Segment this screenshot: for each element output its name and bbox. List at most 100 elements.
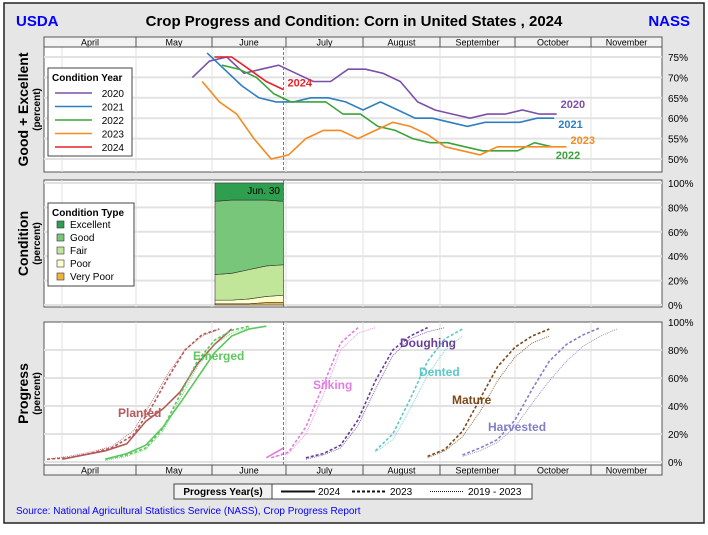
nass-label: NASS	[648, 13, 690, 30]
condition-type-ylabel-sub: (percent)	[32, 222, 43, 265]
line-2023-Emerged	[105, 325, 250, 460]
condition-type-ytick-label: 80%	[668, 203, 688, 214]
stage-label-doughing: Doughing	[400, 336, 456, 350]
end-label-2023: 2023	[570, 135, 594, 147]
condition-year-ytick-label: 55%	[668, 135, 688, 146]
legend-label: 2023	[390, 487, 413, 498]
condition-year-legend	[47, 67, 133, 157]
condition-type-ytick-label: 20%	[668, 277, 688, 288]
top-month-label: May	[165, 38, 183, 48]
line-2022	[221, 64, 552, 152]
legend-label-2021: 2021	[102, 103, 125, 114]
bottom-month-label: October	[537, 466, 569, 476]
bottom-month-label: November	[606, 466, 648, 476]
stage-label-planted: Planted	[118, 406, 161, 420]
stage-label-emerged: Emerged	[193, 349, 244, 363]
line-2024-Planted	[62, 328, 233, 460]
end-label-2021: 2021	[558, 119, 582, 131]
legend-label-2023: 2023	[102, 130, 125, 141]
avg-line-Silking	[271, 327, 376, 459]
bottom-month-label: August	[387, 466, 416, 476]
top-month-label: November	[606, 38, 648, 48]
end-label-2024: 2024	[288, 78, 313, 90]
legend-label-Very Poor: Very Poor	[70, 272, 115, 283]
line-2023-Mature	[427, 328, 550, 458]
progress-ylabel-sub: (percent)	[32, 372, 43, 415]
condition-type-ylabel: Condition	[15, 211, 31, 276]
legend-swatch-Good	[56, 233, 65, 242]
condition-type-plot-area	[43, 179, 663, 308]
legend-title: Condition Year	[52, 73, 122, 84]
condition-year-ylabel-sub: (percent)	[32, 88, 43, 131]
avg-line-Harvested	[462, 328, 618, 457]
bottom-month-label: May	[165, 466, 183, 476]
progress-ytick-label: 20%	[668, 430, 688, 441]
legend-title-cell	[173, 483, 273, 500]
line-2023	[201, 80, 567, 160]
usda-label: USDA	[16, 13, 59, 30]
condition-year-plot-area	[43, 46, 663, 173]
condition-year-ytick-label: 75%	[668, 53, 688, 64]
avg-line-Mature	[427, 335, 550, 459]
stage-label-silking: Silking	[313, 378, 352, 392]
condition-type-legend	[47, 202, 135, 287]
end-label-2022: 2022	[556, 150, 580, 162]
line-2023-Harvested	[462, 326, 601, 456]
line-2024	[214, 56, 284, 91]
line-2024-Silking	[265, 447, 284, 459]
condition-year-ylabel: Good + Excellent	[15, 52, 31, 166]
avg-line-Emerged	[105, 327, 250, 462]
condition-type-ytick-label: 0%	[668, 301, 683, 312]
progress-ytick-label: 80%	[668, 346, 688, 357]
legend-label-Good: Good	[70, 233, 94, 244]
condition-year-ytick-label: 70%	[668, 73, 688, 84]
legend-title: Condition Type	[52, 208, 124, 219]
progress-plot-area	[43, 321, 663, 466]
progress-ytick-label: 0%	[668, 458, 683, 469]
legend-label: 2019 - 2023	[468, 487, 522, 498]
legend-label-Poor: Poor	[70, 259, 92, 270]
legend-label-Excellent: Excellent	[70, 220, 111, 231]
top-month-label: October	[537, 38, 569, 48]
progress-ylabel: Progress	[15, 363, 31, 424]
legend-swatch-Fair	[56, 246, 65, 255]
end-label-2020: 2020	[561, 99, 585, 111]
condition-year-ytick-label: 50%	[668, 155, 688, 166]
progress-ytick-label: 40%	[668, 402, 688, 413]
condition-type-ytick-label: 60%	[668, 228, 688, 239]
legend-swatch-Poor	[56, 259, 65, 268]
progress-ytick-label: 100%	[668, 318, 694, 329]
legend-label-2024: 2024	[102, 143, 125, 154]
date-label: Jun. 30	[247, 186, 280, 197]
bottom-month-cell	[590, 464, 663, 476]
legend-swatch-Very Poor	[56, 272, 65, 281]
bottom-month-label: September	[455, 466, 499, 476]
legend-title: Progress Year(s)	[183, 487, 262, 498]
legend-label-2020: 2020	[102, 89, 125, 100]
condition-type-ytick-label: 40%	[668, 252, 688, 263]
legend-label-Fair: Fair	[70, 246, 88, 257]
top-month-label: September	[455, 38, 499, 48]
line-2023-Silking	[270, 327, 359, 459]
line-2023-Dented	[374, 328, 463, 452]
legend-label: 2024	[318, 487, 341, 498]
top-month-cell	[590, 36, 663, 48]
progress-ytick-label: 60%	[668, 374, 688, 385]
avg-line-Planted	[47, 328, 220, 460]
condition-type-ytick-label: 100%	[668, 179, 694, 190]
source-note: Source: National Agricultural Statistics…	[16, 506, 361, 517]
chart-title: Crop Progress and Condition: Corn in Uni…	[146, 13, 563, 30]
line-2024-Emerged	[105, 325, 267, 460]
condition-year-ytick-label: 65%	[668, 94, 688, 105]
bottom-month-label: July	[316, 466, 333, 476]
condition-year-ytick-label: 60%	[668, 114, 688, 125]
line-2021	[206, 52, 555, 128]
area-good	[214, 199, 284, 275]
line-2023-Doughing	[305, 326, 428, 459]
bottom-month-label: June	[239, 466, 259, 476]
top-month-label: June	[239, 38, 259, 48]
stage-label-dented: Dented	[419, 365, 460, 379]
top-month-label: July	[316, 38, 333, 48]
